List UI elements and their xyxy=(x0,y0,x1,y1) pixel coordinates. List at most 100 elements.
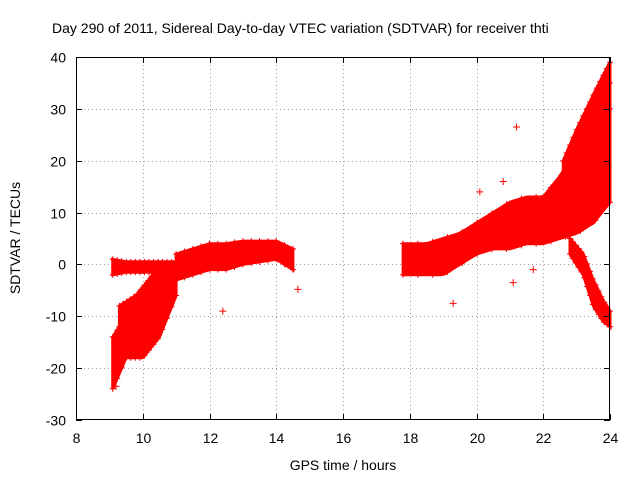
y-tick-label: 0 xyxy=(58,257,66,273)
data-point xyxy=(547,238,554,245)
data-point xyxy=(206,240,213,247)
data-point xyxy=(459,228,466,235)
data-point xyxy=(578,268,585,275)
data-point xyxy=(155,288,162,295)
data-point xyxy=(586,98,593,105)
outlier-point xyxy=(112,382,120,390)
data-point xyxy=(114,257,121,264)
data-point xyxy=(148,273,155,280)
outlier-point xyxy=(476,188,484,196)
y-tick-labels: -30 -20 -10 0 10 20 30 40 xyxy=(46,50,66,429)
data-point xyxy=(134,306,141,313)
data-point xyxy=(488,210,495,217)
data-point xyxy=(589,301,596,308)
x-tick-labels: 8 10 12 14 16 18 20 22 24 xyxy=(73,430,619,446)
data-point xyxy=(563,183,570,190)
data-point xyxy=(596,78,603,85)
data-point xyxy=(206,266,213,273)
y-tick-label: 10 xyxy=(50,206,66,222)
data-point xyxy=(566,251,573,258)
data-point xyxy=(159,286,166,293)
data-point xyxy=(109,256,116,263)
data-point xyxy=(130,310,137,317)
data-point xyxy=(583,105,590,112)
data-point xyxy=(118,364,125,371)
data-point xyxy=(566,142,573,149)
data-point xyxy=(231,264,238,271)
data-point xyxy=(223,266,230,273)
data-point xyxy=(264,257,271,264)
data-point xyxy=(488,246,495,253)
data-point xyxy=(584,283,591,290)
data-point xyxy=(592,306,599,313)
y-tick-label: 40 xyxy=(50,50,66,66)
outlier-point xyxy=(449,299,457,307)
data-point xyxy=(573,168,580,175)
data-point xyxy=(214,240,221,247)
data-point xyxy=(581,253,588,260)
x-tick-label: 24 xyxy=(603,430,619,446)
y-axis-label: SDTVAR / TECUs xyxy=(7,182,23,294)
data-point xyxy=(289,245,296,252)
outlier-point xyxy=(219,307,227,315)
data-point xyxy=(166,282,173,289)
data-point xyxy=(400,240,407,247)
data-point xyxy=(281,261,288,268)
data-point xyxy=(162,267,169,274)
data-point xyxy=(239,261,246,268)
y-tick-label: -10 xyxy=(46,309,66,325)
data-point xyxy=(573,126,580,133)
data-point xyxy=(152,271,159,278)
data-point xyxy=(586,268,593,275)
outlier-point xyxy=(513,123,521,131)
data-point xyxy=(181,274,188,281)
data-point xyxy=(248,238,255,245)
data-point xyxy=(569,255,576,262)
data-point xyxy=(589,275,596,282)
data-point xyxy=(109,385,116,392)
data-band-late-descent xyxy=(568,234,612,330)
data-point xyxy=(134,291,141,298)
x-tick-label: 20 xyxy=(470,430,486,446)
data-point xyxy=(429,271,436,278)
data-point xyxy=(562,233,569,240)
data-point xyxy=(114,375,121,382)
data-point xyxy=(127,296,134,303)
data-point xyxy=(572,259,579,266)
data-point xyxy=(503,201,510,208)
data-point xyxy=(560,188,567,195)
x-tick-label: 18 xyxy=(403,430,419,446)
data-point xyxy=(603,111,610,118)
x-tick-label: 16 xyxy=(336,430,352,446)
data-point xyxy=(164,315,171,322)
data-point xyxy=(583,147,590,154)
data-point xyxy=(581,274,588,281)
data-point xyxy=(166,266,173,273)
data-point xyxy=(566,178,573,185)
data-point xyxy=(159,268,166,275)
y-tick-label: 30 xyxy=(50,102,66,118)
x-tick-label: 12 xyxy=(203,430,219,446)
data-point xyxy=(155,335,162,342)
data-point xyxy=(595,287,602,294)
x-tick-label: 22 xyxy=(536,430,552,446)
data-point xyxy=(600,72,607,79)
data-point xyxy=(593,85,600,92)
data-point xyxy=(400,271,407,278)
x-tick-label: 8 xyxy=(73,430,81,446)
data-point xyxy=(503,245,510,252)
data-point xyxy=(578,248,585,255)
data-point xyxy=(596,121,603,128)
outlier-point xyxy=(499,177,507,185)
data-point xyxy=(570,173,577,180)
data-point xyxy=(572,242,579,249)
y-tick-label: -20 xyxy=(46,361,66,377)
data-point xyxy=(123,298,130,305)
data-point xyxy=(114,326,121,333)
data-point xyxy=(518,242,525,249)
data-point xyxy=(590,92,597,99)
data-point xyxy=(116,302,123,309)
data-point xyxy=(273,256,280,263)
data-point xyxy=(118,270,125,277)
data-point xyxy=(148,293,155,300)
